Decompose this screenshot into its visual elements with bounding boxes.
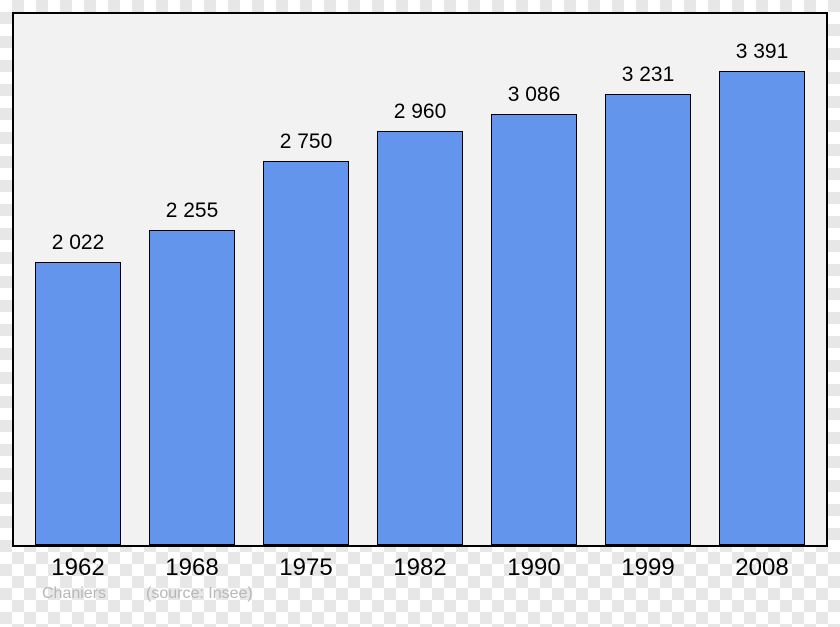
footer-location-name: Chaniers — [42, 585, 106, 603]
bar — [263, 161, 349, 545]
bar-value-label: 3 391 — [712, 40, 812, 64]
x-axis-label: 1968 — [142, 554, 242, 582]
bars-container — [14, 14, 826, 545]
bar-value-label: 2 960 — [370, 100, 470, 124]
bar — [377, 131, 463, 545]
bar — [35, 262, 121, 545]
x-axis-label: 1982 — [370, 554, 470, 582]
bar — [719, 71, 805, 545]
footer-source: (source: Insee) — [146, 585, 253, 603]
bar-value-label: 2 255 — [142, 199, 242, 223]
bar-value-label: 3 231 — [598, 63, 698, 87]
bar-value-label: 2 022 — [28, 231, 128, 255]
bar-value-label: 2 750 — [256, 130, 356, 154]
bar — [149, 230, 235, 545]
bar — [605, 94, 691, 545]
x-axis-label: 1975 — [256, 554, 356, 582]
x-axis-label: 1962 — [28, 554, 128, 582]
x-axis-label: 1999 — [598, 554, 698, 582]
bar — [491, 114, 577, 545]
x-axis-label: 1990 — [484, 554, 584, 582]
x-axis-label: 2008 — [712, 554, 812, 582]
chart-canvas: 1962 1968 1975 1982 1990 1999 2008 Chaniers (s… — [0, 0, 840, 627]
bar-value-label: 3 086 — [484, 83, 584, 107]
plot-frame — [12, 12, 828, 547]
